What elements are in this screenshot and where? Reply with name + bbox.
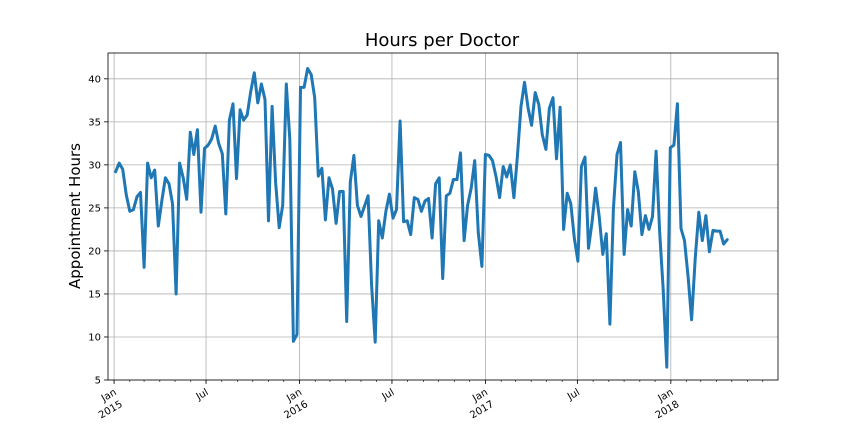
x-tick-year-label: 2015 [97, 399, 125, 421]
y-axis-label: Appointment Hours [66, 143, 84, 289]
x-tick-year-label: 2016 [282, 399, 310, 421]
x-tick-label: Jul [194, 387, 211, 403]
y-tick-label: 30 [88, 160, 101, 171]
x-tick-label: Jul [380, 387, 397, 403]
y-tick-label: 25 [88, 203, 101, 214]
plot-frame [107, 52, 779, 381]
grid-lines [108, 53, 778, 381]
chart-title: Hours per Doctor [365, 30, 520, 51]
x-tick-year-label: 2018 [654, 399, 682, 421]
y-tick-label: 15 [88, 289, 101, 300]
series-line-0 [114, 67, 729, 369]
series-layer [114, 67, 729, 369]
x-tick-year-label: 2017 [468, 399, 496, 421]
y-tick-label: 10 [88, 332, 101, 343]
x-tick-label: Jul [565, 387, 582, 403]
y-tick-label: 35 [88, 117, 101, 128]
y-tick-label: 5 [95, 376, 101, 387]
y-tick-label: 20 [88, 246, 101, 257]
y-tick-label: 40 [88, 74, 101, 85]
